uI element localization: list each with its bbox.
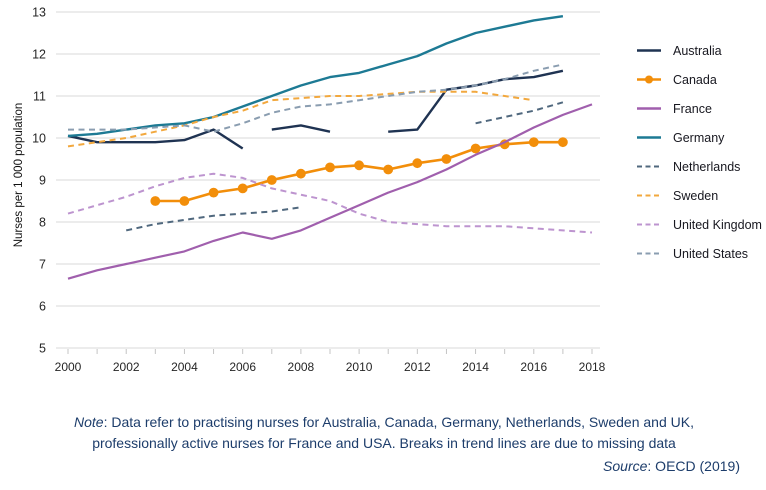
x-tick-label-2018: 2018 [579, 360, 606, 374]
marker-canada-2014 [470, 143, 481, 154]
series-line-france-seg1 [67, 103, 593, 280]
legend-label-france: France [673, 101, 712, 116]
marker-canada-2016 [528, 137, 539, 148]
x-tick-label-2006: 2006 [229, 360, 256, 374]
series-line-australia-seg2 [271, 124, 331, 133]
x-tick-label-2014: 2014 [462, 360, 489, 374]
legend-label-canada: Canada [673, 72, 717, 87]
marker-canada-2017 [558, 137, 568, 148]
legend-swatch-united-states-icon [637, 252, 661, 255]
legend-label-germany: Germany [673, 130, 725, 145]
marker-canada-2011 [383, 164, 394, 175]
y-tick-label-13: 13 [32, 6, 46, 20]
y-tick-label-8: 8 [39, 216, 46, 230]
marker-canada-2006 [237, 183, 248, 194]
source-text: : OECD (2019) [647, 458, 740, 474]
series-line-australia-seg1 [67, 128, 244, 150]
legend-swatch-sweden-icon [637, 194, 661, 197]
y-tick-label-7: 7 [39, 258, 46, 272]
note-label: Note [74, 414, 104, 430]
marker-canada-2009 [325, 162, 335, 173]
y-tick-label-10: 10 [32, 132, 46, 146]
legend-label-united-kingdom: United Kingdom [673, 217, 762, 232]
note-text-1: : Data refer to practising nurses for Au… [103, 414, 694, 430]
x-tick-label-2012: 2012 [404, 360, 431, 374]
marker-canada-2005 [208, 187, 219, 198]
legend-item-united-kingdom: United Kingdom [636, 217, 764, 232]
legend-item-netherlands: Netherlands [636, 159, 764, 174]
x-tick-label-2008: 2008 [288, 360, 315, 374]
legend-label-netherlands: Netherlands [673, 159, 741, 174]
legend-swatch-united-kingdom-icon [637, 223, 661, 226]
legend-swatch-canada-icon [637, 75, 661, 84]
series-line-netherlands-seg2 [475, 101, 564, 125]
series-line-united-kingdom-seg1 [67, 172, 593, 234]
x-tick-label-2004: 2004 [171, 360, 198, 374]
legend-item-united-states: United States [636, 246, 764, 261]
note-line-1: Note: Data refer to practising nurses fo… [28, 412, 740, 433]
marker-canada-2013 [441, 154, 452, 164]
y-tick-label-6: 6 [39, 300, 46, 314]
series-line-netherlands-seg1 [125, 206, 302, 232]
x-tick-label-2010: 2010 [346, 360, 373, 374]
legend-label-australia: Australia [673, 43, 722, 58]
y-tick-label-12: 12 [32, 48, 46, 62]
note-line-2: professionally active nurses for France … [92, 435, 676, 451]
legend-label-sweden: Sweden [673, 188, 719, 203]
legend-swatch-australia-icon [637, 49, 661, 52]
legend-item-canada: Canada [636, 72, 764, 87]
y-axis-title: Nurses per 1 000 population [13, 102, 25, 248]
x-tick-label-2000: 2000 [55, 360, 82, 374]
series-line-united-states-seg1 [68, 63, 564, 133]
legend-marker-canada [645, 75, 653, 84]
x-tick-label-2002: 2002 [113, 360, 140, 374]
legend-swatch-germany-icon [637, 136, 661, 139]
y-tick-label-11: 11 [33, 90, 46, 104]
legend-item-sweden: Sweden [636, 188, 764, 203]
source-label: Source [603, 458, 648, 474]
source-line: Source: OECD (2019) [28, 456, 740, 477]
marker-canada-2003 [150, 196, 161, 206]
chart-plot-area: 2000 2002 2004 2006 2008 2010 2012 2014 2016 2018… [32, 6, 606, 375]
marker-canada-2007 [266, 175, 277, 185]
legend-swatch-netherlands-icon [637, 165, 661, 168]
legend-label-united-states: United States [673, 246, 749, 261]
legend-item-france: France [636, 101, 764, 116]
marker-canada-2008 [296, 168, 306, 179]
y-tick-label-9: 9 [39, 174, 46, 188]
y-tick-label-5: 5 [39, 342, 46, 356]
note-block: Note: Data refer to practising nurses fo… [28, 412, 740, 477]
x-tick-label-2016: 2016 [520, 360, 547, 374]
legend-swatch-france-icon [637, 107, 661, 110]
chart-legend: Australia Canada France Germany Netherlands S… [636, 44, 764, 276]
series-line-germany-seg1 [67, 15, 564, 138]
legend-item-australia: Australia [636, 43, 764, 58]
series-line-sweden-seg1 [67, 90, 534, 148]
marker-canada-2012 [412, 158, 423, 169]
marker-canada-2010 [354, 160, 365, 171]
legend-item-germany: Germany [636, 130, 764, 145]
marker-canada-2004 [179, 196, 190, 206]
